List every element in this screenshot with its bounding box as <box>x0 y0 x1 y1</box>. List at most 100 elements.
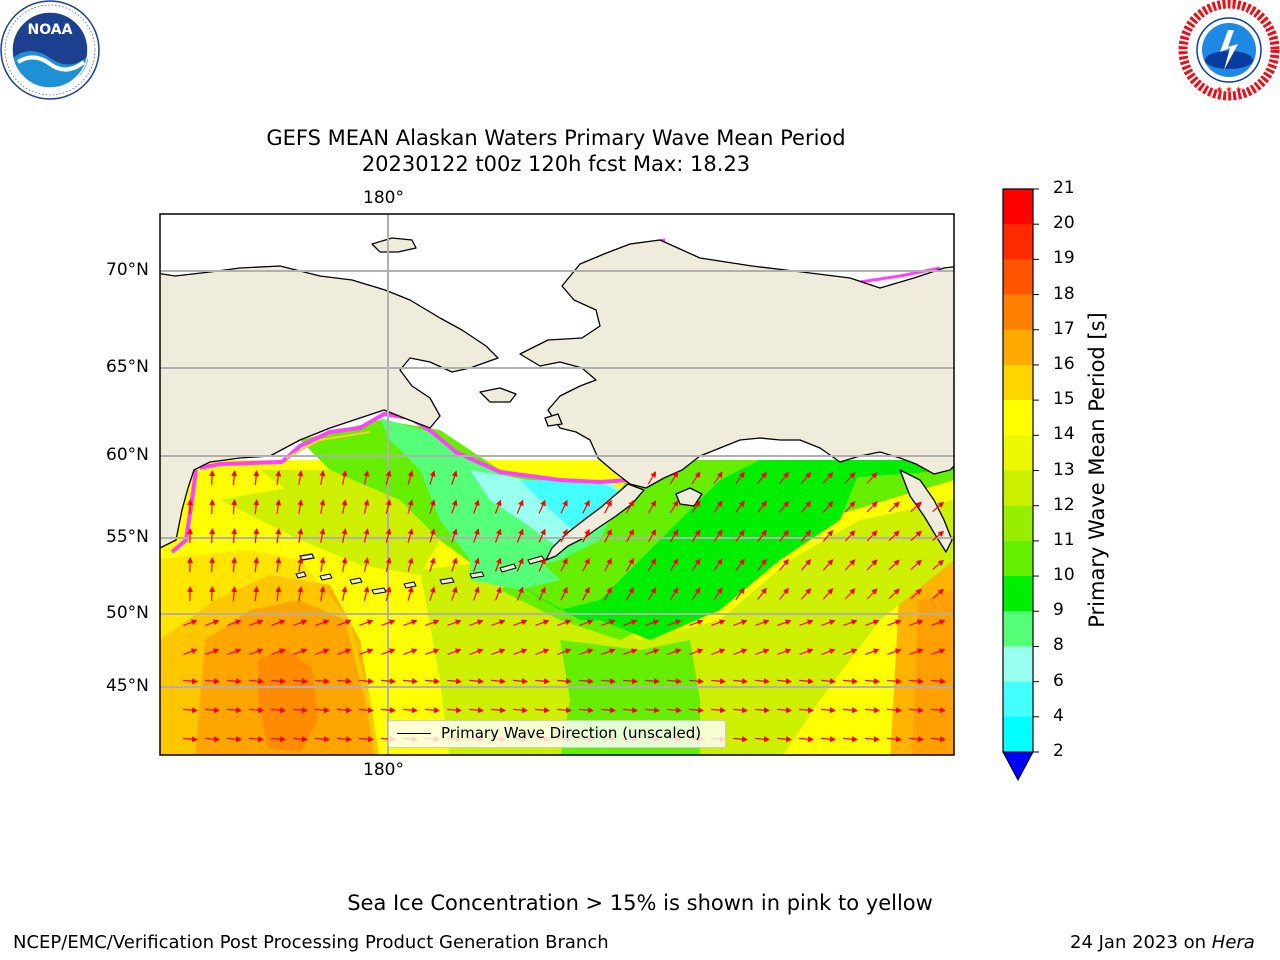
wave-direction-arrow <box>385 586 392 601</box>
wave-direction-arrow <box>578 678 594 685</box>
colorbar-tick-label: 18 <box>1053 283 1075 304</box>
lon-label-top: 180° <box>363 188 404 208</box>
wave-direction-arrow <box>314 707 330 714</box>
wave-direction-arrow <box>821 619 836 626</box>
wave-direction-arrow <box>909 648 924 655</box>
wave-direction-arrow <box>336 678 352 685</box>
wave-direction-arrow <box>447 619 462 626</box>
wave-direction-arrow <box>292 678 308 685</box>
wave-direction-arrow <box>231 499 238 515</box>
wave-direction-arrow <box>645 619 660 626</box>
wave-direction-arrow <box>491 648 506 655</box>
wave-direction-arrow <box>363 499 370 514</box>
wave-direction-arrow <box>669 529 679 543</box>
wave-direction-arrow <box>578 707 594 714</box>
wave-direction-arrow <box>777 619 792 626</box>
colorbar-tick-label: 12 <box>1053 494 1075 515</box>
colorbar-segment <box>1003 329 1033 366</box>
wave-direction-arrow <box>183 619 198 626</box>
wave-direction-arrow <box>446 707 462 714</box>
wave-direction-arrow <box>842 736 858 743</box>
machine-name: Hera <box>1211 932 1255 953</box>
colorbar-tick-label: 2 <box>1053 741 1064 761</box>
wave-direction-arrow <box>538 528 546 543</box>
wave-direction-arrow <box>205 619 220 626</box>
wave-direction-arrow <box>777 648 792 655</box>
wave-direction-arrow <box>688 707 704 714</box>
chart-title: GEFS MEAN Alaskan Waters Primary Wave Me… <box>266 126 846 150</box>
colorbar-segment <box>1003 259 1033 296</box>
wave-direction-arrow <box>910 559 922 571</box>
wave-direction-arrow <box>798 707 814 714</box>
wave-direction-arrow <box>270 678 286 685</box>
wave-direction-arrow <box>512 707 528 714</box>
wave-direction-arrow <box>253 557 260 573</box>
wave-direction-arrow <box>866 588 878 600</box>
wave-direction-arrow <box>473 586 480 601</box>
wave-direction-arrow <box>798 678 814 685</box>
lat-label-50n: 50°N <box>106 603 149 623</box>
wave-direction-arrow <box>821 648 836 655</box>
wave-direction-arrow <box>735 471 745 484</box>
wave-direction-arrow <box>600 707 616 714</box>
wave-direction-arrow <box>776 678 792 685</box>
wave-direction-arrow <box>908 707 924 714</box>
wave-direction-arrow <box>275 586 282 601</box>
wave-direction-arrow <box>385 557 392 572</box>
wave-direction-arrow <box>910 501 922 513</box>
wave-direction-arrow <box>625 529 635 543</box>
wave-direction-arrow <box>757 500 767 513</box>
wave-direction-arrow <box>275 499 282 514</box>
wave-direction-arrow <box>886 736 902 743</box>
wave-direction-arrow <box>822 588 834 600</box>
wave-direction-arrows <box>182 470 946 743</box>
wave-direction-arrow <box>341 528 348 544</box>
wave-direction-arrow <box>447 648 462 655</box>
wave-direction-arrow <box>226 678 242 685</box>
wave-direction-arrow <box>844 530 856 542</box>
wave-direction-arrow <box>226 736 242 743</box>
wave-direction-arrow <box>183 648 198 655</box>
wave-direction-arrow <box>908 736 924 743</box>
wave-direction-arrow <box>733 648 748 655</box>
wave-direction-arrow <box>385 470 392 485</box>
wave-direction-arrow <box>315 648 330 655</box>
wave-direction-arrow <box>844 501 856 513</box>
colorbar-tick-label: 15 <box>1053 389 1075 410</box>
colorbar-tick-label: 14 <box>1053 424 1075 445</box>
wave-direction-arrow <box>407 528 414 543</box>
wave-direction-arrow <box>403 619 418 626</box>
wave-direction-arrow <box>930 736 946 743</box>
legend-label: Primary Wave Direction (unscaled) <box>441 724 702 742</box>
wave-direction-arrow <box>647 471 657 485</box>
branch-credit: NCEP/EMC/Verification Post Processing Pr… <box>13 932 609 953</box>
wave-direction-arrow <box>931 648 946 655</box>
wave-direction-arrow <box>271 619 286 626</box>
wave-direction-arrow <box>319 470 326 486</box>
wave-direction-arrow <box>336 736 352 743</box>
wave-direction-arrow <box>582 586 590 601</box>
wave-direction-arrow <box>336 707 352 714</box>
wave-direction-arrow <box>732 707 748 714</box>
wave-direction-arrow <box>407 470 414 485</box>
colorbar-segment <box>1003 540 1033 577</box>
map-frame <box>159 213 955 756</box>
wave-direction-arrow <box>248 678 264 685</box>
wave-direction-arrow <box>887 648 902 655</box>
colorbar-tick-label: 11 <box>1053 529 1075 550</box>
wave-direction-arrow <box>757 558 767 571</box>
wave-direction-arrow <box>865 648 880 655</box>
nws-logo: ★ ★ ★ <box>1178 0 1280 101</box>
svg-text:★ ★ ★: ★ ★ ★ <box>1216 85 1243 94</box>
wave-direction-arrow <box>844 559 856 571</box>
wave-direction-arrow <box>209 586 216 602</box>
wave-direction-arrow <box>512 678 528 685</box>
wave-direction-arrow <box>341 470 348 486</box>
wave-direction-arrow <box>204 707 220 714</box>
lon-label-bottom: 180° <box>363 760 404 780</box>
lat-label-70n: 70°N <box>106 260 149 280</box>
wave-direction-arrow <box>473 557 480 572</box>
chart-subtitle: 20230122 t00z 120h fcst Max: 18.23 <box>361 152 751 176</box>
colorbar-tick-label: 8 <box>1053 635 1064 656</box>
